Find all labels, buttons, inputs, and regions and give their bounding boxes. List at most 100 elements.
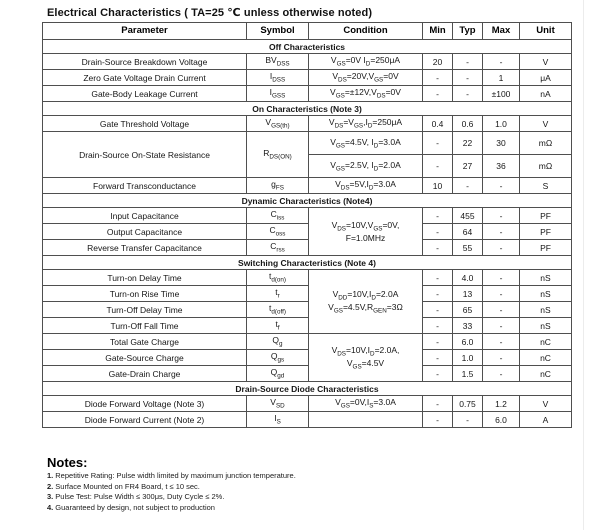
symbol-cell: Qgs xyxy=(246,349,309,366)
table-row: Drain-Source On-State Resistance RDS(ON)… xyxy=(42,131,572,178)
table-header-row: Parameter Symbol Condition Min Typ Max U… xyxy=(42,22,572,40)
electrical-characteristics-table: Parameter Symbol Condition Min Typ Max U… xyxy=(42,22,572,428)
symbol-cell: Qg xyxy=(246,333,309,350)
min-cell: - xyxy=(422,223,453,240)
param-cell: Turn-Off Fall Time xyxy=(42,317,247,334)
table-row: Output Capacitance Coss - 64 - PF xyxy=(42,223,572,240)
min-cell: - xyxy=(422,131,453,155)
note-text: Guaranteed by design, not subject to pro… xyxy=(55,502,215,512)
param-cell: Gate-Source Charge xyxy=(42,349,247,366)
page-edge-line xyxy=(583,0,584,530)
condition-cell: VDS=5V,ID=3.0A xyxy=(308,177,423,194)
section-row-switching-characteristics: Switching Characteristics (Note 4) xyxy=(42,255,572,270)
symbol-cell: IS xyxy=(246,411,309,428)
max-cell: ±100 xyxy=(482,85,520,102)
typ-cell: 4.0 xyxy=(452,269,483,286)
param-cell: Drain-Source On-State Resistance xyxy=(42,131,247,178)
min-cell: 10 xyxy=(422,177,453,194)
typ-cell: 1.5 xyxy=(452,365,483,382)
symbol-cell: Coss xyxy=(246,223,309,240)
note-item: 4. Guaranteed by design, not subject to p… xyxy=(47,503,296,513)
typ-cell: 22 xyxy=(452,131,483,155)
table-row: Gate-Drain Charge Qgd - 1.5 - nC xyxy=(42,365,572,382)
max-cell: - xyxy=(482,349,520,366)
header-parameter: Parameter xyxy=(42,22,247,40)
min-cell: - xyxy=(422,85,453,102)
unit-cell: S xyxy=(519,177,572,194)
table-row: Turn-Off Delay Time td(off) - 65 - nS xyxy=(42,301,572,318)
unit-cell: PF xyxy=(519,223,572,240)
typ-cell: 64 xyxy=(452,223,483,240)
table-row: Input Capacitance Ciss VDS=10V,VGS=0V, F=… xyxy=(42,207,572,256)
table-row: Drain-Source Breakdown Voltage BVDSS VGS… xyxy=(42,53,572,70)
unit-cell: V xyxy=(519,53,572,70)
note-number: 1. xyxy=(47,471,54,480)
note-item: 2. Surface Mounted on FR4 Board, t ≤ 10 s… xyxy=(47,482,296,492)
max-cell: - xyxy=(482,53,520,70)
unit-cell: nC xyxy=(519,365,572,382)
table-row: Total Gate Charge Qg VDS=10V,ID=2.0A, VGS… xyxy=(42,333,572,382)
condition-cell xyxy=(308,411,423,428)
unit-cell: nS xyxy=(519,301,572,318)
min-cell: - xyxy=(422,365,453,382)
param-cell: Diode Forward Voltage (Note 3) xyxy=(42,395,247,412)
unit-cell: PF xyxy=(519,207,572,224)
condition-cell: VDS=10V,VGS=0V, F=1.0MHz xyxy=(308,207,423,256)
symbol-cell: Crss xyxy=(246,239,309,256)
page-title: Electrical Characteristics ( TA=25 ℃ unl… xyxy=(47,7,373,19)
symbol-cell: Ciss xyxy=(246,207,309,224)
typ-cell: 55 xyxy=(452,239,483,256)
condition-cell: VDS=20V,VGS=0V xyxy=(308,69,423,86)
max-cell: 6.0 xyxy=(482,411,520,428)
max-cell: - xyxy=(482,333,520,350)
param-cell: Gate Threshold Voltage xyxy=(42,115,247,132)
note-number: 2. xyxy=(47,481,54,491)
min-cell: - xyxy=(422,301,453,318)
param-cell: Total Gate Charge xyxy=(42,333,247,350)
min-cell: - xyxy=(422,154,453,178)
section-label: Dynamic Characteristics (Note4) xyxy=(42,193,572,208)
note-text: Pulse Test: Pulse Width ≤ 300μs, Duty Cy… xyxy=(55,492,225,501)
param-cell: Zero Gate Voltage Drain Current xyxy=(42,69,247,86)
min-cell: 20 xyxy=(422,53,453,70)
typ-cell: - xyxy=(452,411,483,428)
typ-cell: 1.0 xyxy=(452,349,483,366)
symbol-cell: BVDSS xyxy=(246,53,309,70)
max-cell: 1.2 xyxy=(482,395,520,412)
min-cell: - xyxy=(422,395,453,412)
min-cell: - xyxy=(422,317,453,334)
header-typ: Typ xyxy=(452,22,483,40)
unit-cell: mΩ xyxy=(519,131,572,155)
typ-cell: 27 xyxy=(452,154,483,178)
unit-cell: μA xyxy=(519,69,572,86)
section-row-on-characteristics: On Characteristics (Note 3) xyxy=(42,101,572,116)
param-cell: Gate-Body Leakage Current xyxy=(42,85,247,102)
typ-cell: 6.0 xyxy=(452,333,483,350)
table-row: Turn-on Rise Time tr - 13 - nS xyxy=(42,285,572,302)
typ-cell: 65 xyxy=(452,301,483,318)
min-cell: 0.4 xyxy=(422,115,453,132)
param-cell: Drain-Source Breakdown Voltage xyxy=(42,53,247,70)
max-cell: - xyxy=(482,285,520,302)
condition-cell: VDS=10V,ID=2.0A, VGS=4.5V xyxy=(308,333,423,382)
typ-cell: 455 xyxy=(452,207,483,224)
note-item: 1. Repetitive Rating: Pulse width limited… xyxy=(47,471,296,481)
table-row: Reverse Transfer Capacitance Crss - 55 -… xyxy=(42,239,572,256)
condition-cell: VGS=0V ID=250μA xyxy=(308,53,423,70)
max-cell: - xyxy=(482,207,520,224)
max-cell: - xyxy=(482,301,520,318)
table-row: VGS=2.5V, ID=2.0A - 27 36 mΩ xyxy=(43,154,572,178)
condition-cell: VGS=0V,IS=3.0A xyxy=(308,395,423,412)
param-cell: Diode Forward Current (Note 2) xyxy=(42,411,247,428)
note-number: 3. xyxy=(47,492,54,501)
max-cell: - xyxy=(482,365,520,382)
condition-cell: VGS=±12V,VDS=0V xyxy=(308,85,423,102)
table-row: Gate-Source Charge Qgs - 1.0 - nC xyxy=(42,349,572,366)
unit-cell: nS xyxy=(519,269,572,286)
header-max: Max xyxy=(482,22,520,40)
typ-cell: - xyxy=(452,85,483,102)
max-cell: - xyxy=(482,223,520,240)
symbol-cell: gFS xyxy=(246,177,309,194)
typ-cell: - xyxy=(452,53,483,70)
symbol-cell: tf xyxy=(246,317,309,334)
